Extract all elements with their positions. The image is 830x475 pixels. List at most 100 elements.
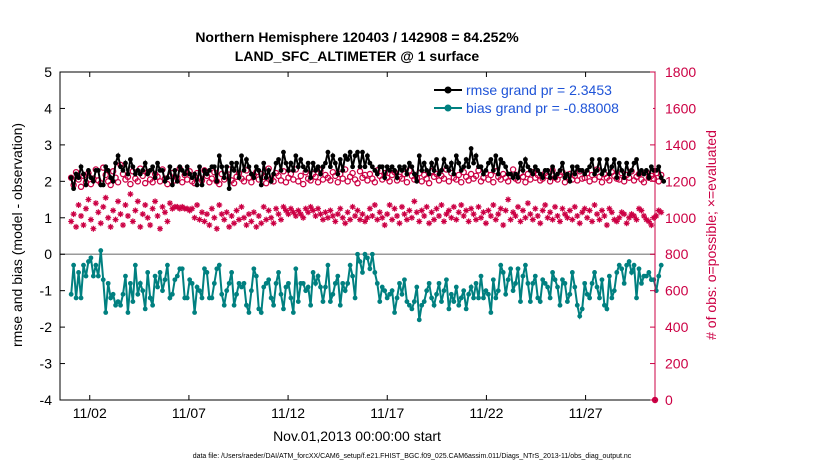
rmse-point: [597, 157, 602, 162]
possible-obs-point: [295, 178, 302, 185]
possible-obs-point: [445, 178, 453, 185]
rmse-point: [86, 168, 91, 173]
rmse-point: [513, 171, 518, 177]
evaluated-obs-point: [75, 202, 82, 209]
evaluated-obs-point: [349, 203, 356, 210]
possible-obs-point: [349, 169, 356, 177]
rmse-point: [478, 164, 484, 170]
evaluated-obs-point: [100, 203, 107, 210]
rmse-point: [481, 171, 486, 177]
rmse-point: [473, 153, 479, 159]
y-axis-right-label: # of obs: o=possible; ×=evaluated: [703, 130, 719, 340]
evaluated-obs-point: [384, 211, 391, 218]
rmse-point: [448, 160, 454, 166]
right-tick-label: 800: [665, 246, 689, 262]
evaluated-obs-point: [584, 214, 591, 221]
bias-point: [419, 302, 425, 308]
bias-point: [545, 284, 551, 290]
evaluated-obs-point: [512, 212, 519, 219]
evaluated-obs-point: [477, 214, 484, 221]
bias-point: [160, 288, 165, 294]
evaluated-obs-point: [455, 209, 462, 216]
evaluated-obs-point: [253, 223, 260, 230]
rmse-point: [132, 171, 138, 177]
bias-point: [451, 299, 457, 304]
evaluated-obs-point: [524, 200, 531, 207]
rmse-point: [624, 160, 630, 166]
possible-obs-point: [208, 175, 216, 182]
bias-point: [295, 299, 301, 304]
rmse-point: [616, 160, 622, 166]
evaluated-obs-point: [490, 202, 497, 209]
evaluated-obs-point: [127, 191, 134, 198]
bias-point: [221, 302, 227, 308]
rmse-point: [244, 157, 249, 162]
rmse-point: [545, 168, 551, 173]
rmse-point: [540, 175, 546, 181]
evaluated-obs-point: [596, 216, 603, 223]
evaluated-obs-point: [623, 220, 630, 227]
bias-point: [216, 262, 222, 268]
rmse-point: [609, 164, 615, 170]
bias-point: [362, 251, 368, 257]
bias-point: [234, 291, 239, 297]
evaluated-obs-point: [97, 220, 104, 227]
rmse-point: [83, 182, 89, 188]
evaluated-obs-point: [510, 209, 517, 216]
bias-point: [268, 295, 274, 301]
evaluated-obs-point: [406, 207, 413, 214]
evaluated-obs-point: [107, 223, 114, 230]
evaluated-obs-point: [364, 214, 371, 221]
bias-point: [108, 295, 114, 301]
evaluated-obs-point: [134, 198, 141, 205]
rmse-point: [330, 153, 336, 159]
evaluated-obs-point: [497, 205, 504, 212]
bias-point: [214, 266, 220, 272]
evaluated-obs-point: [354, 207, 361, 214]
legend-box: [428, 81, 653, 119]
evaluated-obs-point: [339, 214, 346, 221]
bias-point: [110, 291, 116, 297]
evaluated-obs-point: [317, 211, 324, 218]
evaluated-obs-point: [594, 211, 601, 218]
rmse-point: [147, 168, 153, 173]
evaluated-obs-point: [433, 205, 440, 212]
evaluated-obs-point: [648, 222, 655, 229]
possible-obs-point: [522, 178, 529, 186]
evaluated-obs-point: [515, 203, 522, 210]
bias-point: [387, 291, 393, 297]
rmse-point: [229, 160, 235, 166]
bias-point: [394, 295, 400, 301]
rmse-point: [406, 160, 412, 166]
evaluated-obs-point: [206, 222, 213, 229]
rmse-point: [560, 160, 565, 166]
rmse-point: [357, 164, 363, 170]
possible-obs-point: [248, 178, 255, 186]
rmse-point: [179, 168, 185, 173]
bias-point: [342, 288, 348, 294]
rmse-point: [626, 171, 632, 177]
evaluated-obs-point: [305, 209, 312, 216]
bias-point: [614, 270, 620, 275]
evaluated-obs-point: [537, 220, 544, 227]
rmse-point: [271, 171, 276, 177]
evaluated-obs-point: [608, 209, 615, 216]
bias-point: [313, 280, 318, 286]
evaluated-obs-point: [268, 214, 275, 221]
bias-point: [100, 277, 106, 283]
evaluated-obs-point: [522, 214, 529, 221]
evaluated-obs-point: [82, 205, 89, 212]
bias-point: [86, 259, 91, 264]
possible-obs-point: [354, 179, 361, 187]
evaluated-obs-point: [519, 207, 526, 214]
bias-point: [409, 306, 415, 312]
evaluated-obs-point: [142, 202, 149, 209]
rmse-point: [382, 175, 388, 181]
evaluated-obs-point: [576, 220, 583, 227]
axes: -4 -3 -2 -1 0 1 2 3 4 5 0 200 400 600 800 1000 1200 1400 1…: [40, 64, 697, 421]
rmse-point: [253, 164, 259, 170]
possible-obs-point: [134, 178, 142, 185]
rmse-point: [337, 157, 343, 162]
bias-point: [211, 280, 217, 286]
